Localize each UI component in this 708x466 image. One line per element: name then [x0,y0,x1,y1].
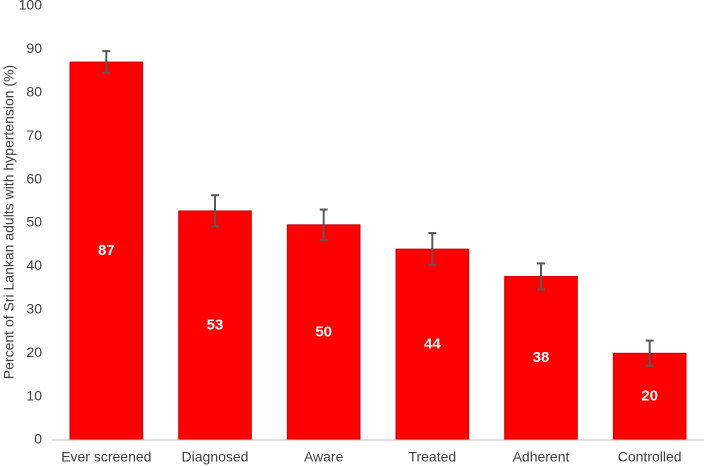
y-tick-label: 40 [26,257,42,273]
y-axis-title: Percent of Sri Lankan adults with hypert… [1,65,17,379]
bar [286,224,361,441]
x-tick-label: Diagnosed [182,449,249,465]
bar [504,275,578,441]
value-label: 53 [207,316,224,333]
error-bar [102,50,111,74]
value-label: 50 [315,323,332,340]
y-tick-label: 10 [26,387,42,403]
error-bar [319,208,328,241]
error-bar [428,231,437,267]
y-tick-label: 70 [26,127,42,143]
x-tick-label: Adherent [513,449,570,465]
y-tick-label: 0 [34,431,42,447]
error-bar [211,194,219,228]
x-tick-label: Aware [304,449,344,465]
x-tick-label: Controlled [618,449,682,465]
y-tick-label: 90 [26,40,42,56]
value-label: 20 [641,388,658,405]
y-tick-label: 100 [19,0,43,13]
value-label: 44 [424,335,441,352]
value-label: 87 [98,242,115,259]
y-tick-label: 80 [26,84,42,100]
y-tick-label: 20 [26,344,42,360]
bar [69,61,144,441]
y-tick-label: 50 [26,214,42,230]
error-bar [645,339,654,367]
x-tick-label: Treated [408,449,456,465]
x-tick-label: Ever screened [61,449,151,465]
y-tick-label: 60 [26,170,42,186]
error-bar [537,262,545,291]
y-tick-label: 30 [26,301,42,317]
value-label: 38 [533,349,550,366]
bar [612,352,687,441]
